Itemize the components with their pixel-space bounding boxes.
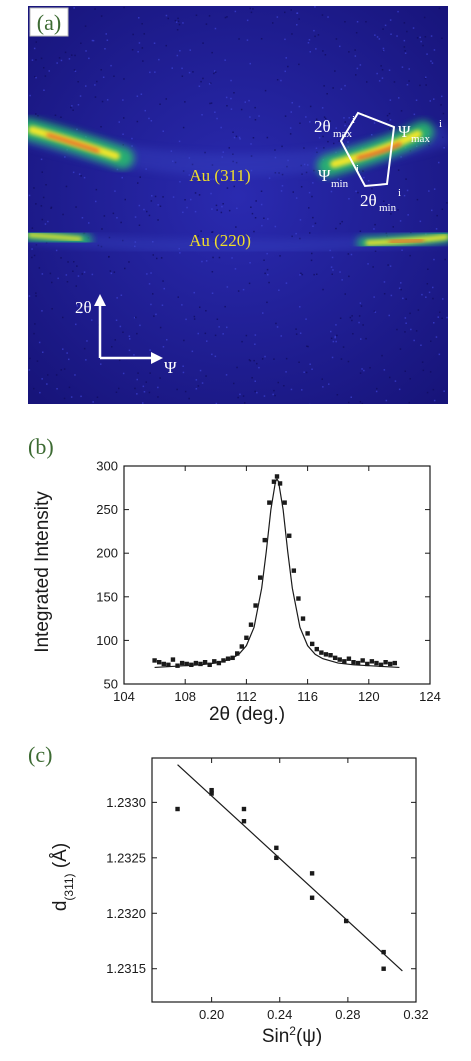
chart-b-data-point — [296, 596, 300, 600]
chart-c-y-axis-label: d(311) (Å) — [50, 843, 76, 911]
panel-a-letter: (a) — [37, 10, 61, 35]
svg-text:min: min — [379, 202, 397, 214]
chart-b-data-point — [162, 662, 166, 666]
chart-c-fit-line — [178, 765, 403, 971]
chart-b-data-point — [360, 658, 364, 662]
chart-b-plot-frame — [124, 466, 430, 684]
svg-text:i: i — [356, 163, 359, 175]
chart-b-x-tick-label: 120 — [358, 689, 380, 704]
chart-b-data-point — [249, 623, 253, 627]
chart-c-x-tick-label: 0.24 — [267, 1007, 292, 1022]
psi-axis-label: Ψ — [164, 358, 177, 377]
chart-b-data-point — [374, 661, 378, 665]
chart-b-data-point — [324, 652, 328, 656]
two-theta-axis-label: 2θ — [75, 298, 92, 317]
svg-text:i: i — [352, 114, 355, 126]
d-spacing-chart: (c) 0.20 0.24 0.28 0.32 1.2315 1.2320 1.2325 1.… — [0, 738, 471, 1056]
chart-b-fit-line — [155, 479, 400, 667]
chart-b-data-point — [328, 653, 332, 657]
chart-c-panel: (c) 0.20 0.24 0.28 0.32 1.2315 1.2320 1.2325 1.… — [0, 738, 471, 1056]
chart-b-data-point — [287, 534, 291, 538]
detector-image-panel: (a) Au (311) Au (220) 2θ max i Ψ max i Ψ… — [28, 6, 448, 404]
chart-c-data-point — [175, 807, 179, 811]
svg-text:2θ: 2θ — [314, 117, 331, 136]
ring-220-right-arc — [363, 236, 448, 243]
chart-c-data-point — [242, 807, 246, 811]
svg-text:i: i — [439, 118, 442, 130]
chart-b-data-point — [338, 657, 342, 661]
chart-b-data-point — [388, 662, 392, 666]
ring-311-label: Au (311) — [189, 166, 250, 185]
chart-b-y-axis-label: Integrated Intensity — [32, 491, 53, 653]
chart-b-data-point — [342, 659, 346, 663]
detector-image: (a) Au (311) Au (220) 2θ max i Ψ max i Ψ… — [28, 6, 448, 404]
chart-b-data-point — [171, 657, 175, 661]
svg-text:max: max — [411, 133, 430, 145]
chart-b-y-tick-label: 100 — [96, 633, 118, 648]
chart-c-x-axis-label: Sin2(ψ) — [262, 1024, 322, 1047]
chart-c-y-tick-label: 1.2320 — [106, 906, 146, 921]
ring-220-left-arc — [28, 235, 86, 240]
chart-b-y-tick-label: 150 — [96, 589, 118, 604]
chart-c-x-tick-label: 0.20 — [199, 1007, 224, 1022]
panel-c-letter: (c) — [28, 742, 52, 767]
chart-b-data-point — [244, 636, 248, 640]
chart-c-data-point — [274, 846, 278, 850]
chart-b-data-point — [393, 661, 397, 665]
chart-b-data-point — [240, 644, 244, 648]
chart-b-data-point — [263, 538, 267, 542]
chart-b-data-point — [180, 661, 184, 665]
chart-b-y-tick-label: 300 — [96, 459, 118, 474]
svg-text:2θ: 2θ — [360, 191, 377, 210]
chart-c-data-point — [242, 819, 246, 823]
panel-b-letter: (b) — [28, 434, 54, 459]
chart-b-data-point — [333, 656, 337, 660]
chart-b-y-tick-label: 250 — [96, 502, 118, 517]
chart-b-data-point — [319, 650, 323, 654]
chart-b-data-point — [347, 657, 351, 661]
chart-b-data-point — [351, 660, 355, 664]
chart-b-data-point — [315, 647, 319, 651]
chart-c-data-point — [381, 967, 385, 971]
svg-text:Ψ: Ψ — [318, 166, 331, 185]
chart-b-data-point — [157, 660, 161, 664]
chart-b-data-point — [305, 631, 309, 635]
ring-220-label: Au (220) — [189, 231, 251, 250]
chart-c-data-point — [310, 871, 314, 875]
chart-b-data-point — [383, 660, 387, 664]
chart-b-data-point — [253, 603, 257, 607]
chart-b-x-tick-label: 124 — [419, 689, 441, 704]
chart-c-x-tick-label: 0.32 — [403, 1007, 428, 1022]
svg-text:max: max — [333, 128, 352, 140]
chart-b-y-tick-label: 50 — [104, 677, 118, 692]
svg-text:min: min — [331, 178, 349, 190]
chart-b-data-point — [152, 658, 156, 662]
chart-b-data-point — [301, 616, 305, 620]
chart-b-data-point — [282, 500, 286, 504]
chart-b-data-point — [310, 642, 314, 646]
chart-c-y-tick-label: 1.2325 — [106, 850, 146, 865]
chart-b-data-point — [267, 500, 271, 504]
chart-b-x-tick-label: 116 — [297, 689, 318, 704]
svg-text:i: i — [398, 187, 401, 199]
chart-b-x-tick-label: 112 — [236, 689, 257, 704]
chart-b-data-point — [370, 659, 374, 663]
chart-b-data-point — [258, 575, 262, 579]
chart-b-y-tick-label: 200 — [96, 546, 118, 561]
chart-c-y-tick-label: 1.2330 — [106, 795, 146, 810]
chart-c-data-point — [310, 896, 314, 900]
svg-text:Ψ: Ψ — [398, 122, 411, 141]
chart-c-plot-frame — [152, 758, 416, 1002]
chart-b-data-point — [292, 568, 296, 572]
chart-c-x-tick-label: 0.28 — [335, 1007, 360, 1022]
chart-b-x-tick-label: 108 — [174, 689, 196, 704]
chart-c-y-tick-label: 1.2315 — [106, 961, 146, 976]
chart-b-x-axis-label: 2θ (deg.) — [209, 704, 285, 725]
